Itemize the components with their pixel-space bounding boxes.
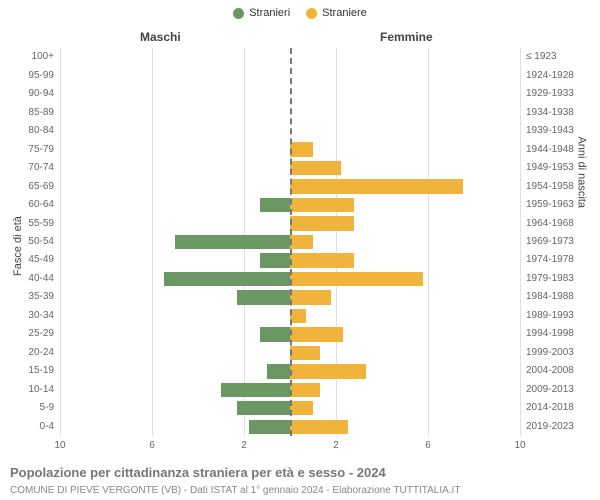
bar-male [260,327,290,341]
birth-year-label: 1974-1978 [526,255,574,265]
chart-title: Popolazione per cittadinanza straniera p… [10,465,386,480]
bar-male [221,383,290,397]
bar-female [290,142,313,156]
birth-year-label: 1954-1958 [526,182,574,192]
bar-female [290,383,320,397]
bar-female [290,327,343,341]
plot-area [60,48,520,436]
bar-female [290,272,423,286]
age-label: 40-44 [0,274,54,284]
birth-year-label: ≤ 1923 [526,52,557,62]
birth-year-label: 1949-1953 [526,163,574,173]
bar-female [290,235,313,249]
birth-year-label: 1979-1983 [526,274,574,284]
bar-female [290,198,354,212]
age-label: 65-69 [0,182,54,192]
grid-line [520,48,521,436]
age-label: 25-29 [0,329,54,339]
legend-swatch [306,8,317,19]
x-tick-label: 2 [241,440,247,451]
x-tick-label: 10 [514,440,525,451]
legend-item: Straniere [306,6,367,20]
age-label: 0-4 [0,422,54,432]
age-label: 5-9 [0,403,54,413]
bar-male [267,364,290,378]
age-label: 15-19 [0,366,54,376]
bar-male [175,235,290,249]
x-tick-label: 10 [54,440,65,451]
age-label: 75-79 [0,145,54,155]
center-axis-line [290,48,292,436]
column-label-male: Maschi [140,30,181,44]
x-tick-label: 6 [425,440,431,451]
bar-female [290,216,354,230]
age-label: 95-99 [0,71,54,81]
legend-item: Stranieri [233,6,290,20]
age-label: 70-74 [0,163,54,173]
bar-female [290,364,366,378]
bar-male [164,272,291,286]
x-tick-label: 6 [149,440,155,451]
birth-year-label: 1969-1973 [526,237,574,247]
birth-year-label: 1959-1963 [526,200,574,210]
legend: Stranieri Straniere [0,6,600,20]
bar-male [237,401,290,415]
age-label: 20-24 [0,348,54,358]
age-label: 10-14 [0,385,54,395]
age-label: 50-54 [0,237,54,247]
age-label: 80-84 [0,126,54,136]
y-axis-title-right: Anni di nascita [576,136,588,208]
birth-year-label: 1984-1988 [526,292,574,302]
birth-year-label: 2014-2018 [526,403,574,413]
bar-male [237,290,290,304]
birth-year-label: 2019-2023 [526,422,574,432]
birth-year-label: 1999-2003 [526,348,574,358]
bar-female [290,401,313,415]
population-pyramid-chart: StranieriStraniere Maschi Femmine Fasce … [0,0,600,500]
age-label: 30-34 [0,311,54,321]
birth-year-label: 1964-1968 [526,219,574,229]
age-label: 45-49 [0,255,54,265]
birth-year-label: 1944-1948 [526,145,574,155]
bar-male [260,253,290,267]
bar-female [290,253,354,267]
bar-female [290,309,306,323]
age-label: 100+ [0,52,54,62]
age-label: 60-64 [0,200,54,210]
legend-label: Stranieri [249,7,290,19]
birth-year-label: 1929-1933 [526,89,574,99]
bar-female [290,346,320,360]
bar-female [290,179,463,193]
legend-swatch [233,8,244,19]
birth-year-label: 1939-1943 [526,126,574,136]
age-label: 35-39 [0,292,54,302]
chart-subtitle: COMUNE DI PIEVE VERGONTE (VB) - Dati IST… [10,485,460,496]
bar-male [249,420,290,434]
age-label: 90-94 [0,89,54,99]
birth-year-label: 2004-2008 [526,366,574,376]
birth-year-label: 1994-1998 [526,329,574,339]
bar-female [290,420,348,434]
legend-label: Straniere [322,7,367,19]
birth-year-label: 1924-1928 [526,71,574,81]
bar-male [260,198,290,212]
birth-year-label: 1934-1938 [526,108,574,118]
column-label-female: Femmine [380,30,433,44]
birth-year-label: 2009-2013 [526,385,574,395]
bar-female [290,161,341,175]
age-label: 55-59 [0,219,54,229]
bar-female [290,290,331,304]
x-tick-label: 2 [333,440,339,451]
age-label: 85-89 [0,108,54,118]
birth-year-label: 1989-1993 [526,311,574,321]
